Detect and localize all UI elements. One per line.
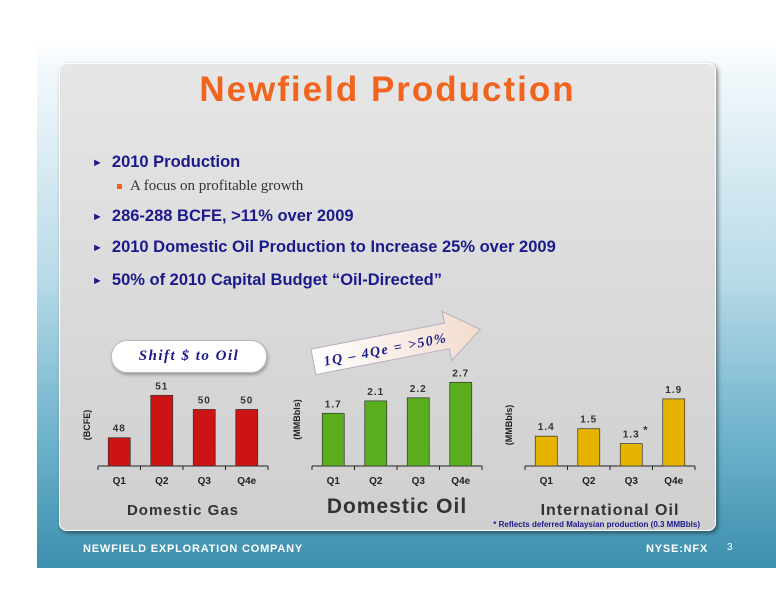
bar-value-label: 1.7 (325, 399, 342, 410)
bar (364, 400, 388, 467)
bar-value-label: 1.4 (538, 422, 555, 433)
domestic-oil-chart: 1.7 Q1 2.1 Q2 2.2 Q3 2.7 Q4e (MMBbls) Domestic Oi… (292, 368, 483, 518)
bar-value-label: 2.1 (367, 387, 384, 398)
category-label: Q2 (369, 476, 383, 487)
category-label: Q4e (451, 476, 470, 487)
bar (619, 443, 643, 467)
international-oil-chart: 1.4 Q1 1.5 Q2 1.3 Q3 * 1.9 Q4e (MMBbls) Internatio… (504, 385, 696, 519)
shift-callout: Shift $ to Oil (111, 340, 267, 373)
footnote: * Reflects deferred Malaysian production… (493, 520, 700, 529)
bar (449, 381, 473, 467)
category-label: Q2 (582, 476, 596, 487)
category-label: Q1 (327, 476, 341, 487)
bar-value-label: 48 (113, 424, 126, 435)
category-label: Q2 (155, 476, 169, 487)
chart-title: Domestic Gas (127, 502, 239, 519)
chart-title: Domestic Oil (327, 495, 467, 518)
bullet-arrow-icon: ► (92, 274, 103, 287)
bullet-arrow-icon: ► (92, 210, 103, 223)
y-axis-label: (MMBbls) (292, 399, 302, 440)
bullet-1: ► 2010 Production (92, 153, 240, 172)
sub-bullet-1: A focus on profitable growth (117, 178, 303, 195)
bar (150, 394, 174, 467)
category-label: Q4e (664, 476, 683, 487)
category-label: Q3 (198, 476, 212, 487)
bar (406, 397, 430, 467)
chart-title: International Oil (541, 502, 680, 519)
bullet-arrow-icon: ► (92, 241, 103, 254)
y-axis-label: (BCFE) (82, 410, 92, 441)
bullet-3: ► 2010 Domestic Oil Production to Increa… (92, 238, 556, 257)
category-label: Q1 (540, 476, 554, 487)
bar-value-label: 2.2 (410, 384, 427, 395)
bar (662, 398, 686, 467)
bullet-arrow-icon: ► (92, 156, 103, 169)
domestic-gas-chart: 48 Q1 51 Q2 50 Q3 50 Q4e (BCFE) Domestic Gas (82, 381, 269, 519)
bar (192, 409, 216, 467)
category-label: Q4e (237, 476, 256, 487)
arrow-shape (310, 310, 482, 376)
sub-bullet-text: A focus on profitable growth (130, 178, 304, 194)
bullet-text: 2010 Domestic Oil Production to Increase… (111, 238, 556, 256)
bar-value-label: 51 (155, 381, 168, 392)
bullet-text: 2010 Production (111, 153, 241, 171)
category-label: Q1 (113, 476, 127, 487)
category-label: Q3 (625, 476, 639, 487)
bullet-4: ► 50% of 2010 Capital Budget “Oil-Direct… (92, 271, 442, 290)
bar (321, 412, 345, 467)
bullet-2: ► 286-288 BCFE, >11% over 2009 (92, 207, 354, 226)
square-bullet-icon (117, 184, 122, 189)
bar-value-label: 50 (240, 395, 253, 406)
footer-company: NEWFIELD EXPLORATION COMPANY (83, 543, 303, 555)
category-label: Q3 (412, 476, 426, 487)
bar-value-label: 1.3 (623, 430, 640, 441)
bar-value-label: 1.9 (665, 385, 682, 396)
footer-ticker: NYSE:NFX (646, 543, 709, 555)
bullet-text: 286-288 BCFE, >11% over 2009 (111, 207, 354, 225)
bar-value-label: 2.7 (452, 368, 469, 379)
slide-title: Newfield Production (199, 70, 576, 109)
bar-annotation: * (643, 425, 648, 437)
y-axis-label: (MMBbls) (504, 405, 514, 446)
bar (577, 428, 601, 467)
bar (235, 409, 259, 467)
page-number: 3 (727, 542, 733, 553)
bar (107, 437, 131, 467)
bar (534, 435, 558, 467)
bar-value-label: 50 (198, 395, 211, 406)
bullet-text: 50% of 2010 Capital Budget “Oil-Directed… (111, 271, 442, 289)
bar-value-label: 1.5 (580, 415, 597, 426)
